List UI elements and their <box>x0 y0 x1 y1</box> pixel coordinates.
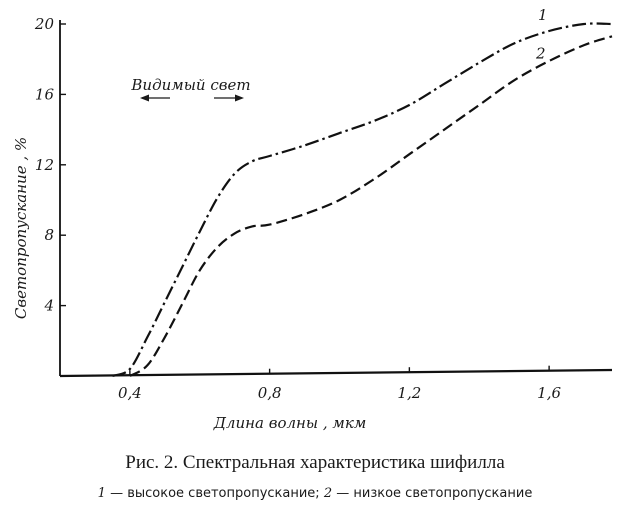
x-axis-label: Длина волны , мкм <box>213 414 367 432</box>
x-axis-line <box>59 368 613 378</box>
series-1-line <box>111 22 613 378</box>
y-axis-label: Светопропускание , % <box>12 137 30 319</box>
series-labels: 12 <box>535 6 548 62</box>
y-tick-label: 20 <box>34 15 55 33</box>
y-tick-label: 16 <box>35 85 55 103</box>
axes <box>59 20 613 378</box>
series-2-label: 2 <box>535 44 546 62</box>
legend-1-text: — высокое светопропускание; <box>105 486 324 501</box>
arrow-right-head <box>235 94 244 102</box>
legend-2-text: — низкое светопропускание <box>332 486 533 501</box>
legend-2-number: 2 <box>323 486 333 501</box>
visible-light-annotation: Видимый свет <box>130 76 250 94</box>
figure-caption: Рис. 2. Спектральная характеристика шифи… <box>125 452 505 473</box>
series-1-label: 1 <box>538 6 548 24</box>
figure-legend: 1 — высокое светопропускание; 2 — низкое… <box>0 486 630 501</box>
series <box>111 22 613 378</box>
ticks: 4 8 12 16 20 0,4 0,8 1,2 1,6 <box>34 15 562 402</box>
y-tick-label: 12 <box>35 156 54 174</box>
series-2-line <box>129 35 613 377</box>
x-tick-label: 1,2 <box>397 384 421 402</box>
x-tick-label: 1,6 <box>537 384 561 402</box>
arrow-left-head <box>140 94 149 102</box>
x-tick-label: 0,4 <box>118 384 142 402</box>
y-tick-label: 8 <box>44 226 54 244</box>
visible-light-arrows <box>140 94 244 102</box>
x-tick-label: 0,8 <box>258 384 282 402</box>
y-tick-label: 4 <box>43 297 54 315</box>
legend-1-number: 1 <box>97 486 106 501</box>
